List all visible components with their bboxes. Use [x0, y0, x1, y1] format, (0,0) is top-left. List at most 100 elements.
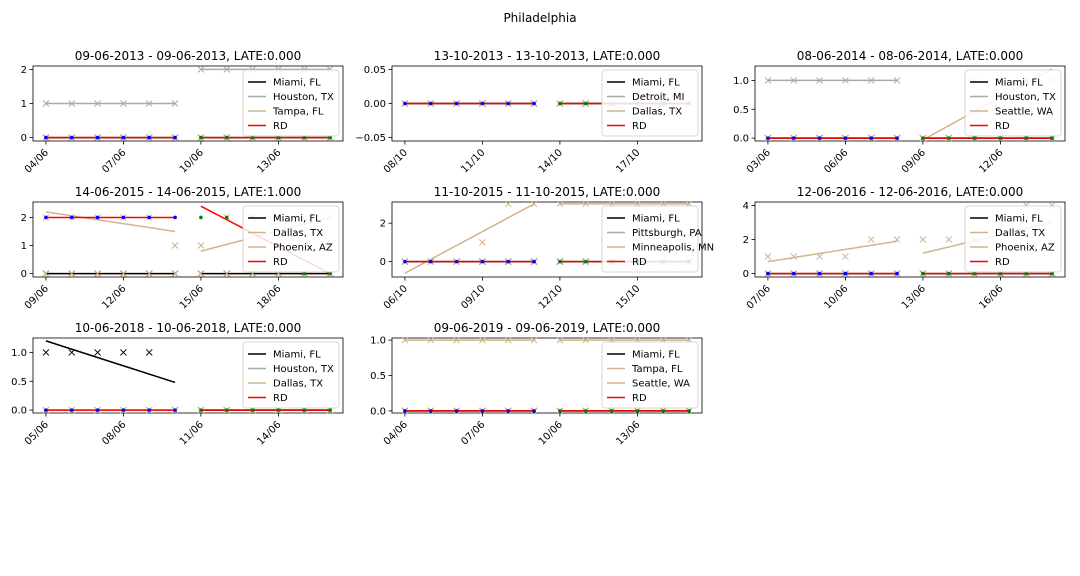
legend-label: Tampa, FL: [272, 107, 324, 118]
rd-data-point: [480, 101, 485, 106]
marker-stroke: [145, 100, 153, 107]
data-point-marker: [764, 77, 772, 84]
data-point-marker: [42, 349, 50, 356]
rd-data-point: [403, 101, 407, 106]
legend-label: Dallas, TX: [273, 228, 323, 239]
legend-label: RD: [632, 393, 647, 404]
marker-stroke: [42, 100, 50, 107]
rd-data-point: [766, 271, 770, 276]
legend-label: Phoenix, AZ: [273, 243, 333, 254]
marker-stroke: [120, 270, 127, 277]
legend-label: Miami, FL: [632, 214, 680, 225]
data-point-marker: [68, 270, 76, 277]
y-tick-label: 0.0: [370, 406, 386, 417]
rd-data-point: [328, 135, 332, 140]
marker-stroke: [842, 77, 849, 84]
legend-box: [601, 341, 699, 409]
legend-label: RD: [273, 257, 288, 268]
rd-data-point: [69, 215, 74, 220]
y-tick-label: 0: [21, 133, 27, 144]
rd-data-point: [428, 259, 433, 264]
marker-stroke: [893, 77, 901, 84]
rd-data-point: [199, 215, 203, 220]
marker-stroke: [816, 253, 823, 260]
rd-data-point: [532, 101, 536, 106]
y-tick-label: 4: [743, 201, 749, 212]
legend: Miami, FL Tampa, FL Seattle, WA RD: [601, 341, 699, 409]
rd-data-point: [328, 408, 332, 412]
y-tick-label: 1.0: [733, 76, 749, 87]
rd-data-point: [224, 215, 229, 220]
legend-label: Miami, FL: [995, 214, 1043, 225]
data-point-marker: [42, 270, 50, 277]
data-point-marker: [427, 336, 435, 344]
subplot-6: 12-06-2016 - 12-06-2016, LATE:0.00002407…: [743, 185, 1066, 312]
rd-data-point: [921, 271, 925, 276]
axes-frame: [754, 65, 1066, 142]
data-point-marker: [479, 239, 486, 246]
legend-label: Seattle, WA: [995, 107, 1053, 118]
y-tick-label: 2: [21, 65, 27, 76]
subplot-title: 10-06-2018 - 10-06-2018, LATE:0.000: [75, 321, 302, 335]
fit-line-pre: [45, 211, 176, 233]
legend-box: [964, 205, 1062, 273]
rd-data-point: [998, 271, 1003, 276]
data-point-marker: [504, 200, 512, 208]
legend-label: RD: [273, 121, 288, 132]
marker-stroke: [530, 200, 538, 208]
rd-data-point: [895, 271, 899, 276]
data-point-marker: [94, 349, 101, 356]
y-tick-label: 0: [21, 269, 27, 280]
legend-label: Tampa, FL: [631, 364, 683, 375]
marker-stroke: [68, 349, 76, 356]
data-point-marker: [790, 77, 798, 84]
data-point-marker: [401, 336, 409, 344]
y-tick-label: 1.0: [370, 336, 386, 347]
y-tick-label: 2: [743, 235, 749, 246]
rd-data-point: [454, 259, 459, 264]
legend: Miami, FL Houston, TX Seattle, WA RD: [964, 69, 1062, 137]
data-point-marker: [816, 253, 823, 260]
rd-data-point: [532, 409, 536, 413]
legend-label: RD: [273, 393, 288, 404]
rd-data-point: [972, 136, 977, 140]
legend-label: Dallas, TX: [632, 107, 682, 118]
subplot-title: 08-06-2014 - 08-06-2014, LATE:0.000: [797, 49, 1024, 63]
rd-data-point: [817, 271, 822, 276]
rd-data-point: [121, 135, 126, 140]
marker-stroke: [223, 66, 231, 73]
y-tick-label: 0.05: [364, 65, 386, 76]
axes-frame: [32, 337, 344, 414]
rd-data-point: [921, 136, 925, 140]
rd-data-point: [173, 215, 177, 220]
rd-data-point: [895, 136, 899, 140]
rd-data-point: [302, 271, 307, 276]
subplot-title: 12-06-2016 - 12-06-2016, LATE:0.000: [797, 185, 1024, 199]
marker-stroke: [171, 270, 179, 277]
subplot-title: 11-10-2015 - 11-10-2015, LATE:0.000: [434, 185, 661, 199]
marker-stroke: [145, 349, 153, 356]
data-point-marker: [145, 270, 153, 277]
legend-label: Detroit, MI: [632, 92, 684, 103]
rd-data-point: [1050, 136, 1054, 140]
rd-data-point: [199, 408, 203, 412]
legend-label: Pittsburgh, PA: [632, 228, 702, 239]
rd-data-point: [250, 135, 255, 140]
data-point-marker: [945, 236, 953, 243]
subplot-title: 13-10-2013 - 13-10-2013, LATE:0.000: [434, 49, 661, 63]
y-tick-label: 0.5: [11, 377, 27, 388]
rd-data-point: [558, 101, 562, 106]
legend-label: Houston, TX: [273, 92, 334, 103]
data-point-marker: [893, 77, 901, 84]
data-point-marker: [171, 100, 179, 107]
rd-data-point: [687, 409, 691, 413]
data-point-marker: [197, 270, 205, 277]
data-point-marker: [68, 349, 76, 356]
rd-data-point: [95, 135, 100, 140]
data-point-marker: [223, 270, 231, 277]
rd-data-point: [506, 409, 511, 413]
data-point-marker: [582, 200, 590, 208]
rd-data-point: [173, 408, 177, 412]
rd-data-point: [428, 101, 433, 106]
rd-data-point: [69, 135, 74, 140]
